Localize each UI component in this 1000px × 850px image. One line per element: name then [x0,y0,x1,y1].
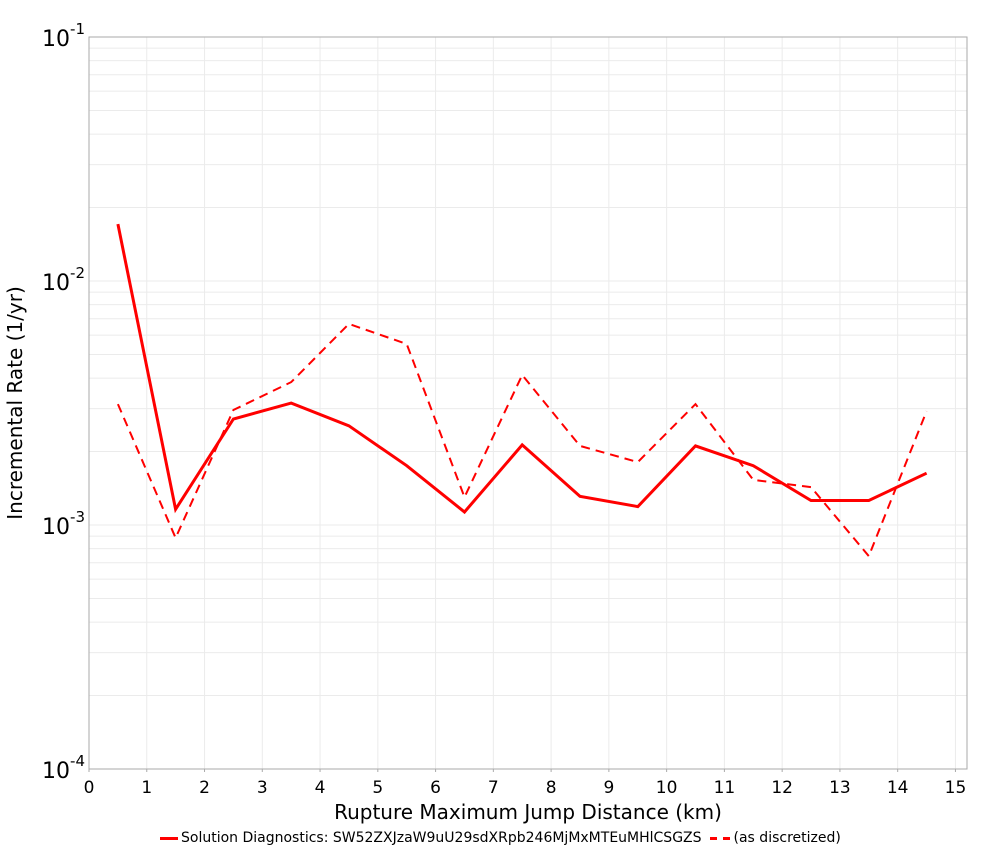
x-tick-label: 5 [372,778,383,798]
x-tick-label: 12 [771,778,793,798]
x-tick-label: 7 [488,778,499,798]
x-axis-label: Rupture Maximum Jump Distance (km) [334,800,722,824]
legend: Solution Diagnostics: SW52ZXJzaW9uU29sdX… [160,829,841,847]
y-axis-ticks: 10-1 10-2 10-3 10-4 [42,20,85,784]
x-tick-label: 1 [141,778,152,798]
legend-item-discretized: (as discretized) [702,830,841,846]
x-tick-label: 15 [945,778,967,798]
x-tick-label: 9 [603,778,614,798]
legend-item-solution: Solution Diagnostics: SW52ZXJzaW9uU29sdX… [160,830,702,846]
x-tick-label: 4 [315,778,326,798]
grid-lines [88,37,967,770]
x-tick-label: 6 [430,778,441,798]
series-line-solution [116,223,928,515]
x-tick-label: 10 [656,778,678,798]
y-tick-label: 10-4 [42,752,85,784]
y-tick-label: 10-3 [42,508,85,540]
y-tick-label: 10-1 [42,20,85,52]
y-tick-label: 10-2 [42,264,85,296]
series-line-discretized [116,322,928,559]
y-axis-label: Incremental Rate (1/yr) [3,286,27,519]
x-tick-label: 2 [199,778,210,798]
x-tick-label: 0 [84,778,95,798]
legend-label-solution: Solution Diagnostics: SW52ZXJzaW9uU29sdX… [181,830,702,846]
plot-frame [88,36,968,770]
x-tick-label: 13 [829,778,851,798]
legend-label-discretized: (as discretized) [733,830,841,846]
x-tick-label: 3 [257,778,268,798]
x-tick-label: 14 [887,778,909,798]
x-tick-label: 11 [714,778,736,798]
dashed-line-swatch-icon [709,836,730,840]
x-axis-ticks: 0 1 2 3 4 5 6 7 8 9 10 11 12 13 14 15 [84,769,967,798]
x-tick-label: 8 [546,778,557,798]
data-series [116,223,928,559]
solid-line-swatch-icon [160,836,178,840]
